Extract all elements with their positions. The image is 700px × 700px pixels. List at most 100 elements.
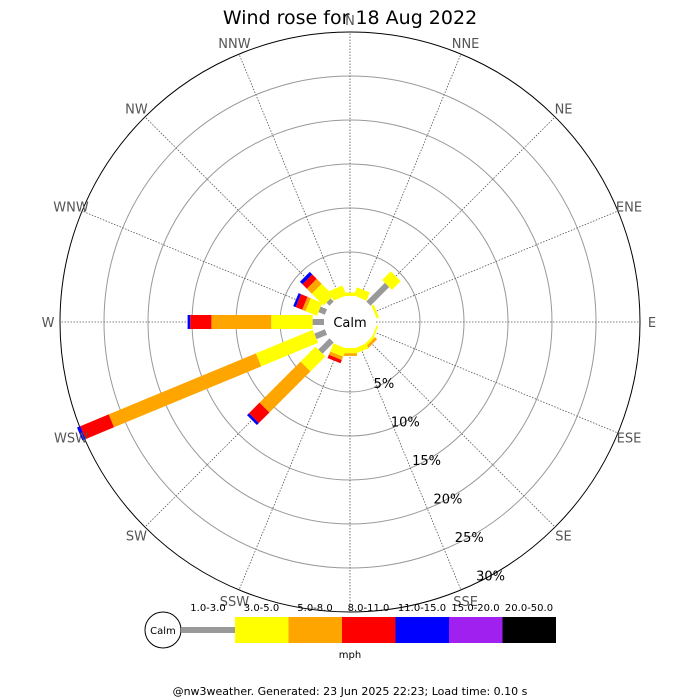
direction-label: N xyxy=(345,14,355,29)
wind-bar-sw xyxy=(247,413,259,425)
wind-bar-nw xyxy=(299,271,313,285)
wind-bar-se xyxy=(365,337,378,350)
wind-bar-wnw xyxy=(318,306,328,315)
wind-bar-wnw xyxy=(305,298,323,316)
wind-bar-w xyxy=(312,319,324,325)
grid-spoke xyxy=(373,210,619,313)
grid-spoke xyxy=(81,210,327,313)
direction-label: NNW xyxy=(218,37,250,52)
wind-bar-w xyxy=(211,315,272,329)
wind-bar-sw xyxy=(300,346,326,372)
direction-label: E xyxy=(648,316,656,331)
direction-label: SW xyxy=(126,530,147,545)
legend-label: 15.0-20.0 xyxy=(451,603,499,614)
direction-label: ENE xyxy=(616,200,642,215)
legend-swatch xyxy=(235,617,289,643)
legend-label: 8.0-11.0 xyxy=(348,603,390,614)
grid-spoke xyxy=(368,340,556,528)
ring-labels: 5% 10% 15% 20% 25% 30% xyxy=(374,377,505,584)
legend-label: 5.0-8.0 xyxy=(297,603,332,614)
wind-bar-ssw xyxy=(328,351,344,361)
wind-bar-nnw xyxy=(329,285,347,301)
wind-bar-wsw xyxy=(77,426,86,441)
direction-label: NNE xyxy=(452,37,480,52)
speed-legend: Calm mph 1.0-3.0 3.0-5.0 5.0-8.0 8.0-11.0 11… xyxy=(144,603,556,661)
legend-swatch xyxy=(342,617,396,643)
grid-ring xyxy=(147,119,553,525)
legend-calm-label: Calm xyxy=(150,626,176,637)
legend-label: 11.0-15.0 xyxy=(398,603,446,614)
wind-bar-sse xyxy=(353,343,369,354)
grid-spoke xyxy=(144,340,332,528)
chart-title: Wind rose for 18 Aug 2022 xyxy=(223,7,477,29)
grid-spoke xyxy=(359,53,462,299)
wind-bar-sw xyxy=(259,361,311,413)
direction-label: ESE xyxy=(617,432,642,447)
wind-bar-nw xyxy=(326,298,334,306)
wind-bar-wsw xyxy=(80,414,114,440)
wind-bar-wsw xyxy=(108,353,262,428)
wind-bar-w xyxy=(187,315,191,329)
direction-label: SE xyxy=(555,530,571,545)
ring-label: 10% xyxy=(391,416,420,431)
direction-label: SSW xyxy=(220,595,250,610)
direction-label: W xyxy=(42,316,55,331)
wind-bar-s xyxy=(343,348,357,354)
grid-spoke xyxy=(238,53,341,299)
wind-bar-sw xyxy=(318,338,334,354)
wind-bar-wsw xyxy=(255,329,319,367)
ring-label: 25% xyxy=(455,531,484,546)
outer-ring xyxy=(59,31,641,613)
grid-spoke xyxy=(359,345,462,591)
wind-bar-wnw xyxy=(293,293,301,308)
wind-bar-nw xyxy=(302,274,317,289)
wind-bar-wnw xyxy=(295,294,308,310)
wind-bar-w xyxy=(190,315,212,329)
direction-label: SSE xyxy=(453,595,478,610)
wind-bar-wnw xyxy=(302,296,311,312)
calm-label: Calm xyxy=(333,316,366,331)
legend-swatch xyxy=(288,617,342,643)
calm-circle xyxy=(324,296,376,348)
direction-label: NW xyxy=(125,102,148,117)
wind-bar-w xyxy=(271,315,313,329)
wind-bar-nw xyxy=(306,278,322,294)
legend-swatch xyxy=(395,617,449,643)
grid-spoke xyxy=(368,116,556,304)
grid-spoke xyxy=(373,331,619,434)
wind-bar-ssw xyxy=(330,343,347,357)
wind-bar-s xyxy=(343,353,357,356)
wind-bar-ene xyxy=(371,304,380,319)
direction-label: WNW xyxy=(53,200,89,215)
wind-bar-ssw xyxy=(327,354,342,364)
wind-bar-nne xyxy=(353,287,370,301)
wind-bar-nw xyxy=(311,283,334,306)
direction-label: NE xyxy=(555,102,573,117)
wind-bar-wsw xyxy=(314,329,328,340)
footer-text: @nw3weather. Generated: 23 Jun 2025 22:2… xyxy=(173,685,528,698)
legend-swatch xyxy=(181,627,235,633)
legend-label: 1.0-3.0 xyxy=(190,603,225,614)
legend-label: 3.0-5.0 xyxy=(244,603,279,614)
wind-bars xyxy=(77,271,401,441)
wind-bar-sw xyxy=(248,402,270,424)
grid-spoke xyxy=(144,116,332,304)
wind-bar-n xyxy=(343,292,357,296)
direction-label: WSW xyxy=(54,432,88,447)
legend-units: mph xyxy=(339,650,361,661)
ring-label: 15% xyxy=(412,454,441,469)
polar-grid xyxy=(59,31,641,613)
ring-label: 5% xyxy=(374,377,395,392)
wind-bar-ne xyxy=(366,282,390,306)
ring-label: 30% xyxy=(476,570,505,585)
wind-bar-ne xyxy=(382,271,401,290)
legend-label: 20.0-50.0 xyxy=(505,603,553,614)
ring-label: 20% xyxy=(433,493,462,508)
calm-circle-group: Calm xyxy=(324,296,376,348)
legend-swatch xyxy=(449,617,503,643)
legend-swatch xyxy=(502,617,556,643)
grid-spoke xyxy=(238,345,341,591)
direction-labels: NNNENEENEEESESESSESSSWSWWSWWWNWNWNNW xyxy=(42,14,657,633)
